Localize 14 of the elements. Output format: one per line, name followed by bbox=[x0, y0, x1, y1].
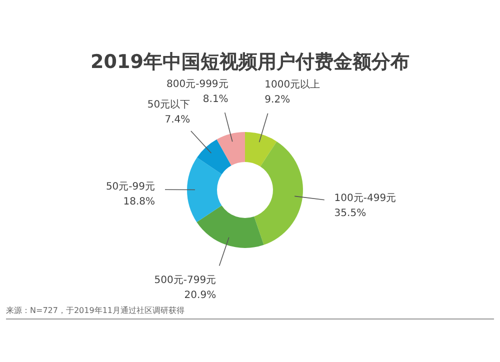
slice-label: 50元-99元 bbox=[106, 182, 155, 193]
data-label: 35.5% bbox=[334, 208, 366, 220]
slice-label: 100元-499元 bbox=[334, 193, 396, 204]
data-label: 8.1% bbox=[202, 94, 228, 105]
data-label: 9.2% bbox=[264, 94, 290, 106]
data-label: 20.9% bbox=[184, 290, 216, 302]
slice-label: 1000元以上 bbox=[264, 78, 320, 91]
slice-label: 500元-799元 bbox=[154, 275, 216, 286]
source-note: 来源：N=727，于2019年11月通过社区调研获得 bbox=[6, 306, 184, 315]
chart-title: 2019年中国短视频用户付费金额分布 bbox=[90, 51, 410, 73]
slice-label: 800元-999元 bbox=[166, 78, 228, 90]
slice-label: 50元以下 bbox=[147, 98, 190, 111]
data-label: 18.8% bbox=[123, 196, 155, 208]
data-label: 7.4% bbox=[164, 114, 190, 126]
